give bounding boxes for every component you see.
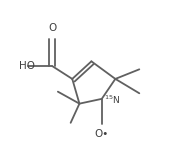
Text: $^{15}$N: $^{15}$N: [104, 93, 120, 106]
Text: HO: HO: [19, 61, 35, 71]
Text: O: O: [48, 23, 56, 33]
Text: O•: O•: [95, 129, 109, 139]
